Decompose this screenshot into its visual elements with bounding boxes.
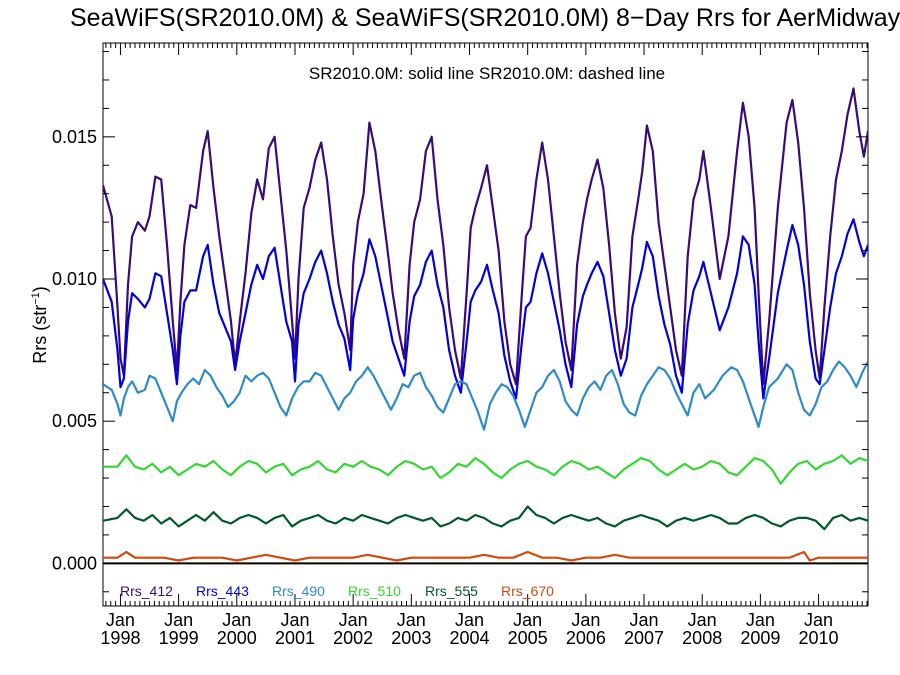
y-axis: 0.000 0.005 0.010 0.015 — [52, 51, 868, 593]
x-tick-label-month: Jan — [280, 610, 309, 630]
x-tick-label-month: Jan — [339, 610, 368, 630]
x-tick-label-month: Jan — [746, 610, 775, 630]
series-layer — [103, 87, 868, 562]
y-tick-label: 0.000 — [52, 553, 97, 573]
chart-subtitle: SR2010.0M: solid line SR2010.0M: dashed … — [309, 64, 665, 83]
x-tick-label-month: Jan — [804, 610, 833, 630]
x-tick-label-year: 2001 — [275, 628, 315, 648]
x-tick-label-year: 2008 — [682, 628, 722, 648]
x-tick-label-month: Jan — [513, 610, 542, 630]
x-tick-label-year: 2009 — [740, 628, 780, 648]
y-axis-title-close: ) — [30, 286, 50, 292]
x-tick-label-month: Jan — [630, 610, 659, 630]
y-tick-label: 0.010 — [52, 269, 97, 289]
legend-entry: Rrs_443 — [196, 583, 249, 599]
series-line-rrs-670 — [103, 550, 868, 562]
x-tick-label-month: Jan — [571, 610, 600, 630]
chart-title: SeaWiFS(SR2010.0M) & SeaWiFS(SR2010.0M) … — [70, 4, 900, 32]
y-tick-label: 0.015 — [52, 127, 97, 147]
legend-entry: Rrs_490 — [272, 583, 325, 599]
x-tick-label-year: 2006 — [566, 628, 606, 648]
x-tick-label-month: Jan — [688, 610, 717, 630]
x-tick-label-year: 1999 — [159, 628, 199, 648]
x-tick-label-year: 2000 — [217, 628, 257, 648]
x-tick-label-year: 2005 — [508, 628, 548, 648]
x-tick-label-year: 2002 — [333, 628, 373, 648]
x-tick-label-year: 2003 — [391, 628, 431, 648]
x-tick-label-month: Jan — [397, 610, 426, 630]
series-line-rrs-555 — [103, 505, 868, 531]
y-axis-title: Rrs (str−1) — [30, 286, 50, 364]
x-tick-label-month: Jan — [164, 610, 193, 630]
legend-entry: Rrs_670 — [501, 583, 554, 599]
y-axis-title-text: Rrs (str — [30, 305, 50, 364]
legend-entry: Rrs_555 — [425, 583, 478, 599]
y-tick-label: 0.005 — [52, 411, 97, 431]
series-line-rrs-412 — [103, 87, 868, 386]
plot-area — [102, 42, 869, 607]
series-line-rrs-510 — [103, 454, 868, 485]
y-axis-title-superscript: −1 — [30, 292, 42, 305]
x-tick-label-year: 2004 — [449, 628, 489, 648]
series-line-rrs-443 — [103, 218, 868, 400]
x-axis: Jan1998Jan1999Jan2000Jan2001Jan2002Jan20… — [100, 43, 868, 648]
legend: Rrs_412 Rrs_443 Rrs_490 Rrs_510 Rrs_555 Rrs_6… — [120, 583, 554, 599]
x-tick-label-year: 2010 — [799, 628, 839, 648]
x-tick-label-year: 2007 — [624, 628, 664, 648]
plot-frame — [102, 42, 869, 607]
x-tick-label-month: Jan — [106, 610, 135, 630]
series-line-rrs-490 — [103, 360, 868, 431]
legend-entry: Rrs_510 — [348, 583, 401, 599]
legend-entry: Rrs_412 — [120, 583, 173, 599]
x-tick-label-year: 1998 — [100, 628, 140, 648]
x-tick-label-month: Jan — [222, 610, 251, 630]
x-tick-label-month: Jan — [455, 610, 484, 630]
